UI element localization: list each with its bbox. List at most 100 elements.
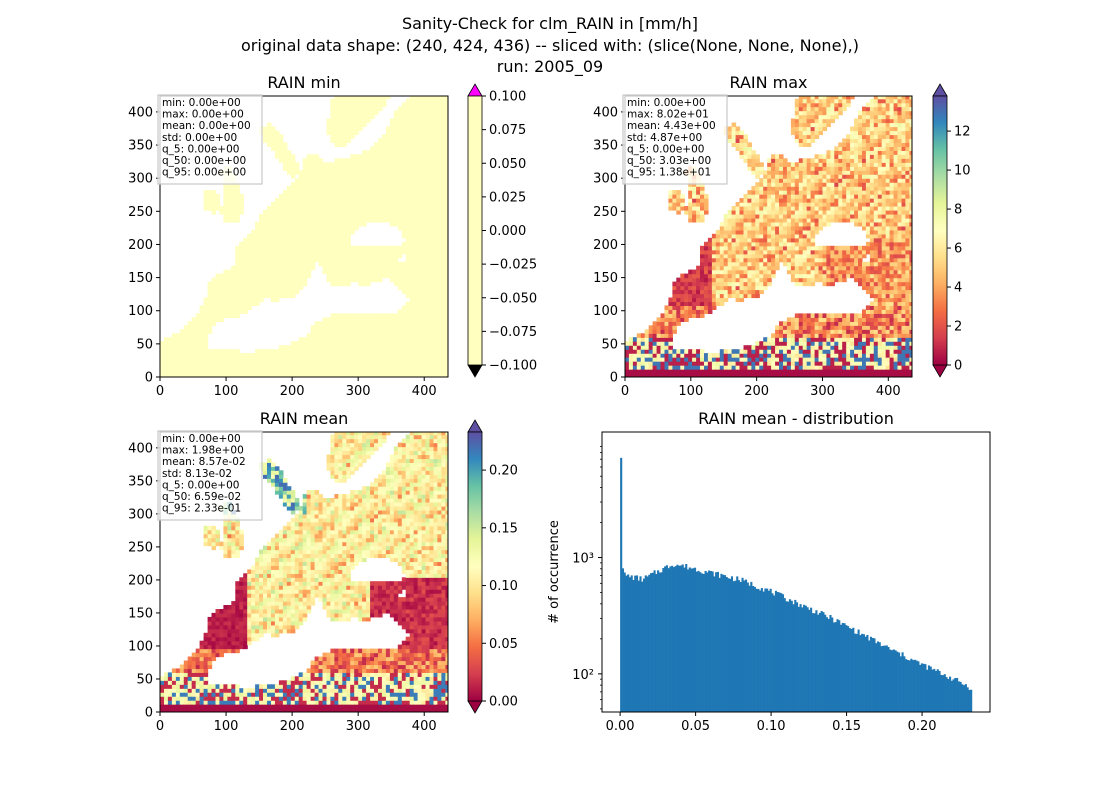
heatmap-cell	[421, 313, 427, 318]
heatmap-cell	[366, 281, 371, 287]
heatmap-cell	[405, 217, 411, 223]
heatmap-cell	[625, 349, 630, 354]
heatmap-cell	[417, 178, 423, 183]
heatmap-cell	[441, 317, 446, 322]
heatmap-cell	[401, 134, 407, 139]
heatmap-cell	[282, 357, 288, 362]
heatmap-cell	[433, 313, 439, 318]
heatmap-cell	[771, 241, 776, 247]
heatmap-cell	[366, 98, 371, 104]
heatmap-cell	[215, 305, 221, 310]
heatmap-cell	[370, 253, 375, 259]
heatmap-cell	[794, 198, 800, 203]
heatmap-cell	[433, 329, 439, 334]
heatmap-cell	[763, 281, 768, 287]
heatmap-cell	[656, 341, 662, 346]
heatmap-cell	[798, 361, 804, 366]
heatmap-cell	[370, 329, 375, 334]
heatmap-cell	[786, 221, 792, 227]
heatmap-cell	[298, 285, 304, 291]
heatmap-cell	[227, 210, 232, 215]
heatmap-cell	[692, 305, 697, 310]
heatmap-cell	[429, 182, 435, 187]
heatmap-cell	[211, 301, 217, 306]
heatmap-cell	[370, 178, 375, 183]
heatmap-cell	[818, 162, 824, 167]
heatmap-cell	[290, 233, 296, 239]
heatmap-cell	[243, 353, 248, 358]
heatmap-cell	[696, 293, 701, 299]
heatmap-cell	[445, 281, 448, 287]
heatmap-cell	[783, 361, 788, 366]
heatmap-cell	[798, 106, 804, 112]
heatmap-cell	[779, 369, 784, 374]
heatmap-cell	[664, 325, 670, 330]
heatmap-cell	[160, 345, 165, 350]
heatmap-cell	[389, 353, 395, 358]
heatmap-cell	[310, 206, 316, 211]
heatmap-cell	[397, 313, 403, 318]
heatmap-cell	[413, 221, 419, 227]
heatmap-cell	[393, 269, 399, 275]
heatmap-cell	[747, 221, 752, 227]
heatmap-cell	[421, 198, 427, 203]
heatmap-cell	[445, 170, 448, 175]
heatmap-cell	[723, 297, 729, 303]
heatmap-cell	[668, 297, 673, 303]
heatmap-cell	[282, 269, 288, 275]
heatmap-cell	[290, 281, 296, 287]
heatmap-cell	[322, 357, 328, 362]
heatmap-cell	[235, 369, 240, 374]
heatmap-cell	[826, 273, 831, 279]
heatmap-cell	[668, 305, 673, 310]
heatmap-cell	[191, 361, 197, 366]
heatmap-cell	[790, 210, 796, 215]
heatmap-cell	[330, 110, 335, 116]
heatmap-cell	[243, 369, 248, 374]
heatmap-cell	[362, 317, 367, 322]
heatmap-cell	[191, 353, 197, 358]
heatmap-cell	[366, 321, 371, 326]
heatmap-cell	[199, 353, 205, 358]
heatmap-cell	[215, 309, 221, 314]
heatmap-cell	[405, 130, 411, 136]
heatmap-cell	[282, 190, 288, 195]
heatmap-cell	[366, 194, 371, 199]
heatmap-cell	[255, 253, 260, 259]
heatmap-cell	[401, 241, 407, 247]
heatmap-cell	[366, 154, 371, 159]
heatmap-cell	[302, 214, 308, 219]
heatmap-cell	[358, 269, 363, 275]
heatmap-cell	[306, 225, 312, 231]
heatmap-cell	[358, 321, 363, 326]
heatmap-cell	[445, 365, 448, 370]
heatmap-cell	[378, 265, 383, 271]
heatmap-cell	[267, 261, 272, 267]
heatmap-cell	[783, 365, 788, 370]
heatmap-cell	[318, 178, 324, 183]
heatmap-cell	[381, 269, 387, 275]
heatmap-cell	[779, 357, 784, 362]
heatmap-cell	[231, 357, 236, 362]
heatmap-cell	[739, 357, 745, 362]
heatmap-cell	[755, 233, 760, 239]
heatmap-cell	[814, 245, 820, 251]
heatmap-cell	[314, 345, 320, 350]
heatmap-cell	[692, 313, 697, 318]
heatmap-cell	[810, 345, 816, 350]
heatmap-cell	[445, 321, 448, 326]
heatmap-cell	[676, 202, 681, 207]
heatmap-cell	[294, 210, 300, 215]
heatmap-cell	[282, 142, 288, 147]
heatmap-cell	[330, 361, 335, 366]
heatmap-cell	[259, 214, 264, 219]
heatmap-cell	[385, 210, 391, 215]
heatmap-cell	[425, 134, 431, 139]
heatmap-cell	[437, 122, 442, 128]
heatmap-cell	[366, 217, 371, 223]
heatmap-cell	[688, 214, 693, 219]
heatmap-cell	[711, 365, 717, 370]
heatmap-cell	[775, 202, 780, 207]
heatmap-cell	[798, 245, 804, 251]
